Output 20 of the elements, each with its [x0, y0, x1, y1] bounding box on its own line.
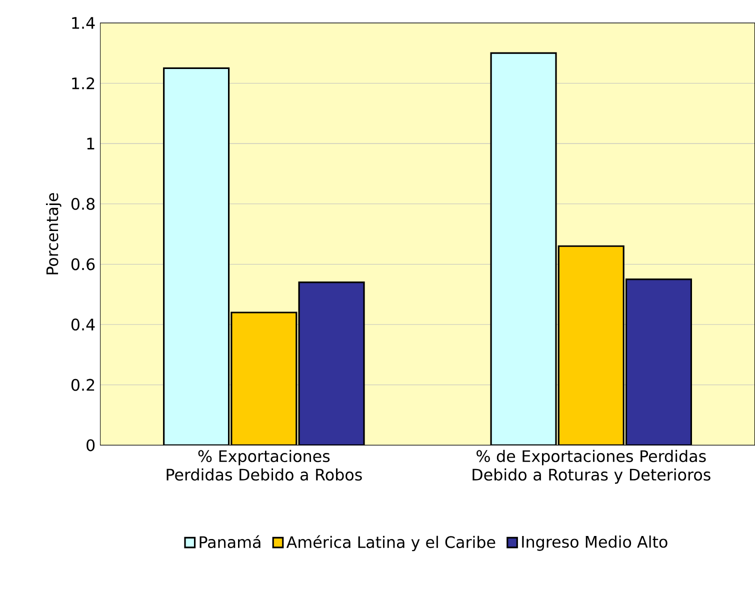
y-tick-label: 1 [87, 138, 94, 150]
bar [163, 67, 230, 446]
y-tick-label: 0.8 [71, 198, 95, 210]
legend-label: América Latina y el Caribe [286, 535, 496, 552]
bar [490, 52, 557, 446]
x-tick-label: % de Exportaciones Perdidas Debido a Roturas y Deterioros [472, 450, 710, 484]
bar [298, 282, 365, 446]
y-tick-label: 1.4 [72, 17, 95, 29]
bar [625, 278, 692, 446]
y-tick-label: 0.2 [71, 378, 94, 391]
legend-label: Panamá [200, 535, 260, 548]
y-tick-label: 0 [86, 439, 95, 452]
y-tick-label: 0.6 [71, 258, 95, 270]
legend-label: Ingreso Medio Alto [522, 536, 668, 551]
x-tick-label: % Exportaciones Perdidas Debido a Robos [166, 450, 362, 481]
y-tick-label: 0.4 [71, 318, 95, 331]
y-tick-label: 1.2 [72, 77, 94, 90]
y-axis-title: Porcentaje [46, 193, 62, 274]
bar [230, 312, 298, 446]
bar [558, 245, 624, 446]
